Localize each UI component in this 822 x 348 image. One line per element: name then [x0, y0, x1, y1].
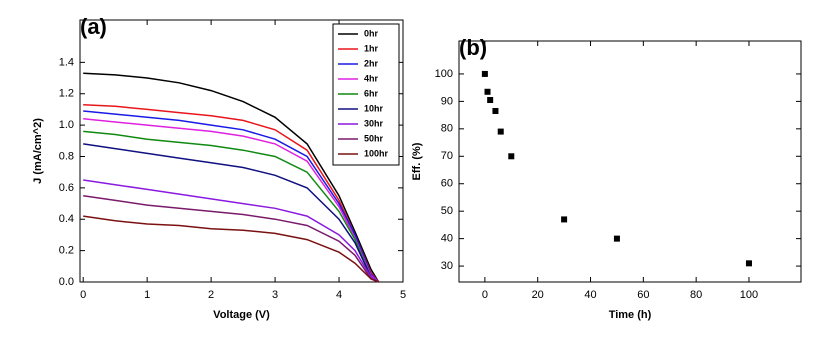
y-tick-label: 0.2 — [59, 245, 74, 257]
legend-label: 6hr — [364, 88, 379, 98]
y-tick-label: 0.8 — [59, 150, 74, 162]
y-tick-label: 60 — [441, 178, 453, 190]
y-tick-label: 1.2 — [59, 88, 74, 100]
plot-frame — [458, 40, 802, 283]
y-tick-label: 40 — [441, 233, 453, 245]
y-tick-label: 30 — [441, 260, 453, 272]
x-axis-label: Time (h) — [609, 309, 652, 321]
legend-label: 100hr — [364, 148, 389, 158]
x-tick-label: 4 — [336, 289, 342, 301]
point — [561, 216, 568, 223]
y-tick-label: 0.0 — [59, 276, 74, 288]
x-tick-label: 1 — [144, 289, 150, 301]
x-tick-label: 2 — [208, 289, 214, 301]
y-axis-label: Eff. (%) — [411, 142, 423, 180]
y-tick-label: 70 — [441, 150, 453, 162]
y-axis-label: J (mA/cm^2) — [32, 118, 44, 184]
series-line — [83, 130, 380, 283]
legend-label: 2hr — [364, 58, 379, 68]
y-tick-label: 1.4 — [59, 56, 74, 68]
x-axis-label: Voltage (V) — [213, 309, 270, 321]
y-tick-label: 80 — [441, 123, 453, 135]
y-tick-label: 90 — [441, 95, 453, 107]
point — [745, 260, 752, 267]
series-line — [83, 215, 379, 283]
legend-label: 10hr — [364, 103, 384, 113]
point — [613, 235, 620, 242]
legend-label: 30hr — [364, 118, 384, 128]
x-tick-label: 80 — [690, 289, 702, 301]
legend-label: 1hr — [364, 43, 379, 53]
legend-label: 4hr — [364, 73, 379, 83]
x-tick-label: 40 — [584, 289, 596, 301]
series-line — [83, 194, 379, 283]
legend-label: 50hr — [364, 133, 384, 143]
point — [484, 88, 491, 95]
series-line — [83, 72, 380, 283]
x-tick-label: 0 — [80, 289, 86, 301]
point — [497, 128, 504, 135]
x-tick-label: 0 — [482, 289, 488, 301]
series-line — [83, 179, 380, 283]
x-tick-label: 60 — [637, 289, 649, 301]
y-tick-label: 50 — [441, 205, 453, 217]
legend-box — [332, 23, 400, 166]
point — [487, 97, 494, 104]
series-line — [83, 110, 380, 283]
y-tick-label: 100 — [435, 68, 453, 80]
point — [492, 107, 499, 114]
legend-label: 0hr — [364, 28, 379, 38]
x-tick-label: 3 — [272, 289, 278, 301]
x-tick-label: 20 — [532, 289, 544, 301]
series-line — [83, 143, 380, 283]
y-tick-label: 0.6 — [59, 182, 74, 194]
point — [508, 153, 515, 160]
plot-frame — [79, 19, 404, 283]
chart-title: (a) — [80, 14, 107, 39]
x-tick-label: 5 — [400, 289, 406, 301]
x-tick-label: 100 — [740, 289, 758, 301]
point — [481, 70, 488, 77]
y-tick-label: 1.0 — [59, 119, 74, 131]
chart-title: (b) — [459, 35, 487, 60]
y-tick-label: 0.4 — [59, 213, 74, 225]
